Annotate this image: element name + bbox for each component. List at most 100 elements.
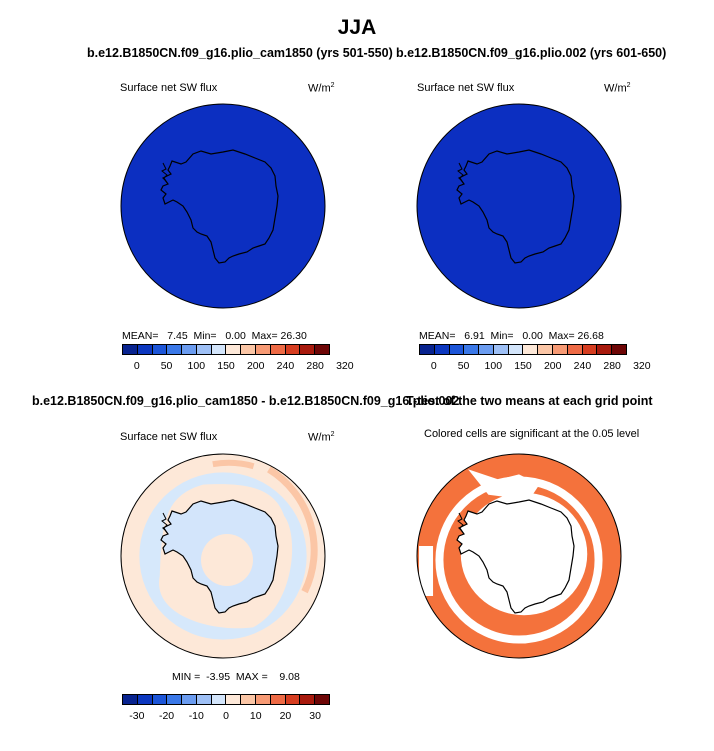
- colorbar-tick-label: 280: [306, 360, 324, 372]
- colorbar-cell: [241, 345, 257, 354]
- map-pole-patch-3: [201, 534, 253, 586]
- colorbar-cell: [123, 345, 138, 354]
- colorbar-cell: [137, 345, 153, 354]
- colorbar-cell: [493, 345, 509, 354]
- colorbar-cell: [226, 695, 242, 704]
- colorbar-cell: [270, 345, 286, 354]
- colorbar-tick-label: 200: [543, 360, 562, 372]
- colorbar-tick-label: 30: [309, 710, 321, 722]
- colorbar-tick-label: 320: [633, 360, 651, 372]
- colorbar-cell: [597, 345, 613, 354]
- map-disc-1: [120, 103, 326, 309]
- map-nonsignif-ring-4: [435, 476, 603, 644]
- colorbar-tick-label: 150: [514, 360, 532, 372]
- panel-2-title: b.e12.B1850CN.f09_g16.plio.002 (yrs 601-…: [396, 46, 667, 60]
- panel-1-units: W/m2: [308, 82, 335, 95]
- colorbar-tick-label: 100: [187, 360, 206, 372]
- colorbar-cell: [137, 695, 153, 704]
- map-positive-band-3: [267, 466, 318, 594]
- map-peninsula-3: [161, 512, 169, 535]
- colorbar-tick-label: 240: [276, 360, 295, 372]
- colorbar-cell: [152, 695, 168, 704]
- panel-3-units: W/m2: [308, 431, 335, 444]
- colorbar-cell: [567, 345, 583, 354]
- colorbar-cell: [211, 695, 227, 704]
- colorbar-tick-label: -20: [158, 710, 175, 722]
- map-continent-nonsignif-4: [457, 500, 574, 613]
- panel-1-title: b.e12.B1850CN.f09_g16.plio_cam1850 (yrs …: [87, 46, 393, 60]
- map-peninsula-4: [457, 512, 465, 535]
- colorbar-tick-label: 50: [457, 360, 470, 372]
- map-outline-4: [416, 453, 622, 659]
- colorbar-tick-label: 100: [484, 360, 503, 372]
- colorbar-cell: [211, 345, 227, 354]
- panel-1-colorbar-labels: 0 50 100 150 200 240 280 320: [122, 360, 354, 374]
- map-nonsignif-west-4: [419, 546, 434, 596]
- colorbar-tick-label: -10: [188, 710, 204, 722]
- colorbar-tick-label: 10: [249, 710, 262, 722]
- colorbar-cell: [285, 695, 301, 704]
- colorbar-cell: [582, 345, 598, 354]
- colorbar-cell: [123, 695, 138, 704]
- colorbar-tick-label: 0: [133, 360, 140, 372]
- colorbar-tick-label: -30: [129, 710, 145, 722]
- colorbar-cell: [315, 345, 329, 354]
- colorbar-tick-label: 320: [336, 360, 354, 372]
- colorbar-cell: [182, 695, 197, 704]
- colorbar-cell: [523, 345, 539, 354]
- panel-2-subtitle: Surface net SW flux: [417, 82, 515, 94]
- colorbar-cell: [196, 345, 212, 354]
- colorbar-cell: [226, 345, 242, 354]
- map-coastline-1: [160, 149, 279, 264]
- panel-3-title: b.e12.B1850CN.f09_g16.plio_cam1850 - b.e…: [32, 394, 460, 408]
- colorbar-cell: [479, 345, 494, 354]
- colorbar-cell: [315, 695, 329, 704]
- colorbar-cell: [182, 345, 197, 354]
- colorbar-tick-label: 20: [279, 710, 292, 722]
- colorbar-tick-label: 0: [430, 360, 437, 372]
- panel-3-stats: MIN = -3.95 MAX = 9.08: [172, 671, 300, 683]
- map-coastline-2: [456, 149, 575, 264]
- panel-2-stats: MEAN= 6.91 Min= 0.00 Max= 26.68: [419, 330, 604, 342]
- colorbar-tick-label: 280: [603, 360, 621, 372]
- panel-1-subtitle: Surface net SW flux: [120, 82, 218, 94]
- colorbar-cell: [167, 345, 183, 354]
- colorbar-cell: [420, 345, 435, 354]
- colorbar-cell: [464, 345, 480, 354]
- map-ice-3: [121, 454, 325, 658]
- colorbar-cell: [538, 345, 554, 354]
- colorbar-cell: [300, 695, 316, 704]
- colorbar-cell: [167, 695, 183, 704]
- map-nonsignif-top-4: [468, 469, 540, 500]
- map-continent-fill-3: [161, 500, 278, 613]
- map-peninsula-2: [457, 162, 465, 185]
- colorbar-tick-label: 150: [217, 360, 235, 372]
- colorbar-cell: [241, 695, 257, 704]
- map-coastline-3: [160, 499, 279, 614]
- colorbar-cell: [449, 345, 465, 354]
- map-band-outer-3: [121, 454, 325, 658]
- map-mid-band-3: [159, 484, 293, 629]
- colorbar-cell: [553, 345, 568, 354]
- colorbar-tick-label: 200: [246, 360, 265, 372]
- colorbar-cell: [612, 345, 626, 354]
- colorbar-cell: [300, 345, 316, 354]
- colorbar-cell: [270, 695, 286, 704]
- main-title: JJA: [337, 16, 377, 39]
- panel-3-subtitle: Surface net SW flux: [120, 431, 218, 443]
- map-center-nonsignif-4: [460, 492, 588, 616]
- colorbar-tick-label: 50: [160, 360, 173, 372]
- colorbar-cell: [152, 345, 168, 354]
- colorbar-cell: [196, 695, 212, 704]
- colorbar-cell: [508, 345, 524, 354]
- colorbar-tick-label: 240: [573, 360, 592, 372]
- panel-2-colorbar: [419, 344, 627, 355]
- panel-3-colorbar-labels: -30 -20 -10 0 10 20 30: [122, 710, 330, 724]
- panel-2-units: W/m2: [604, 82, 631, 95]
- panel-3-colorbar: [122, 694, 330, 705]
- panel-1-colorbar: [122, 344, 330, 355]
- panel-1-stats: MEAN= 7.45 Min= 0.00 Max= 26.30: [122, 330, 307, 342]
- panel-2-colorbar-labels: 0 50 100 150 200 240 280 320: [419, 360, 651, 374]
- map-disc-2: [416, 103, 622, 309]
